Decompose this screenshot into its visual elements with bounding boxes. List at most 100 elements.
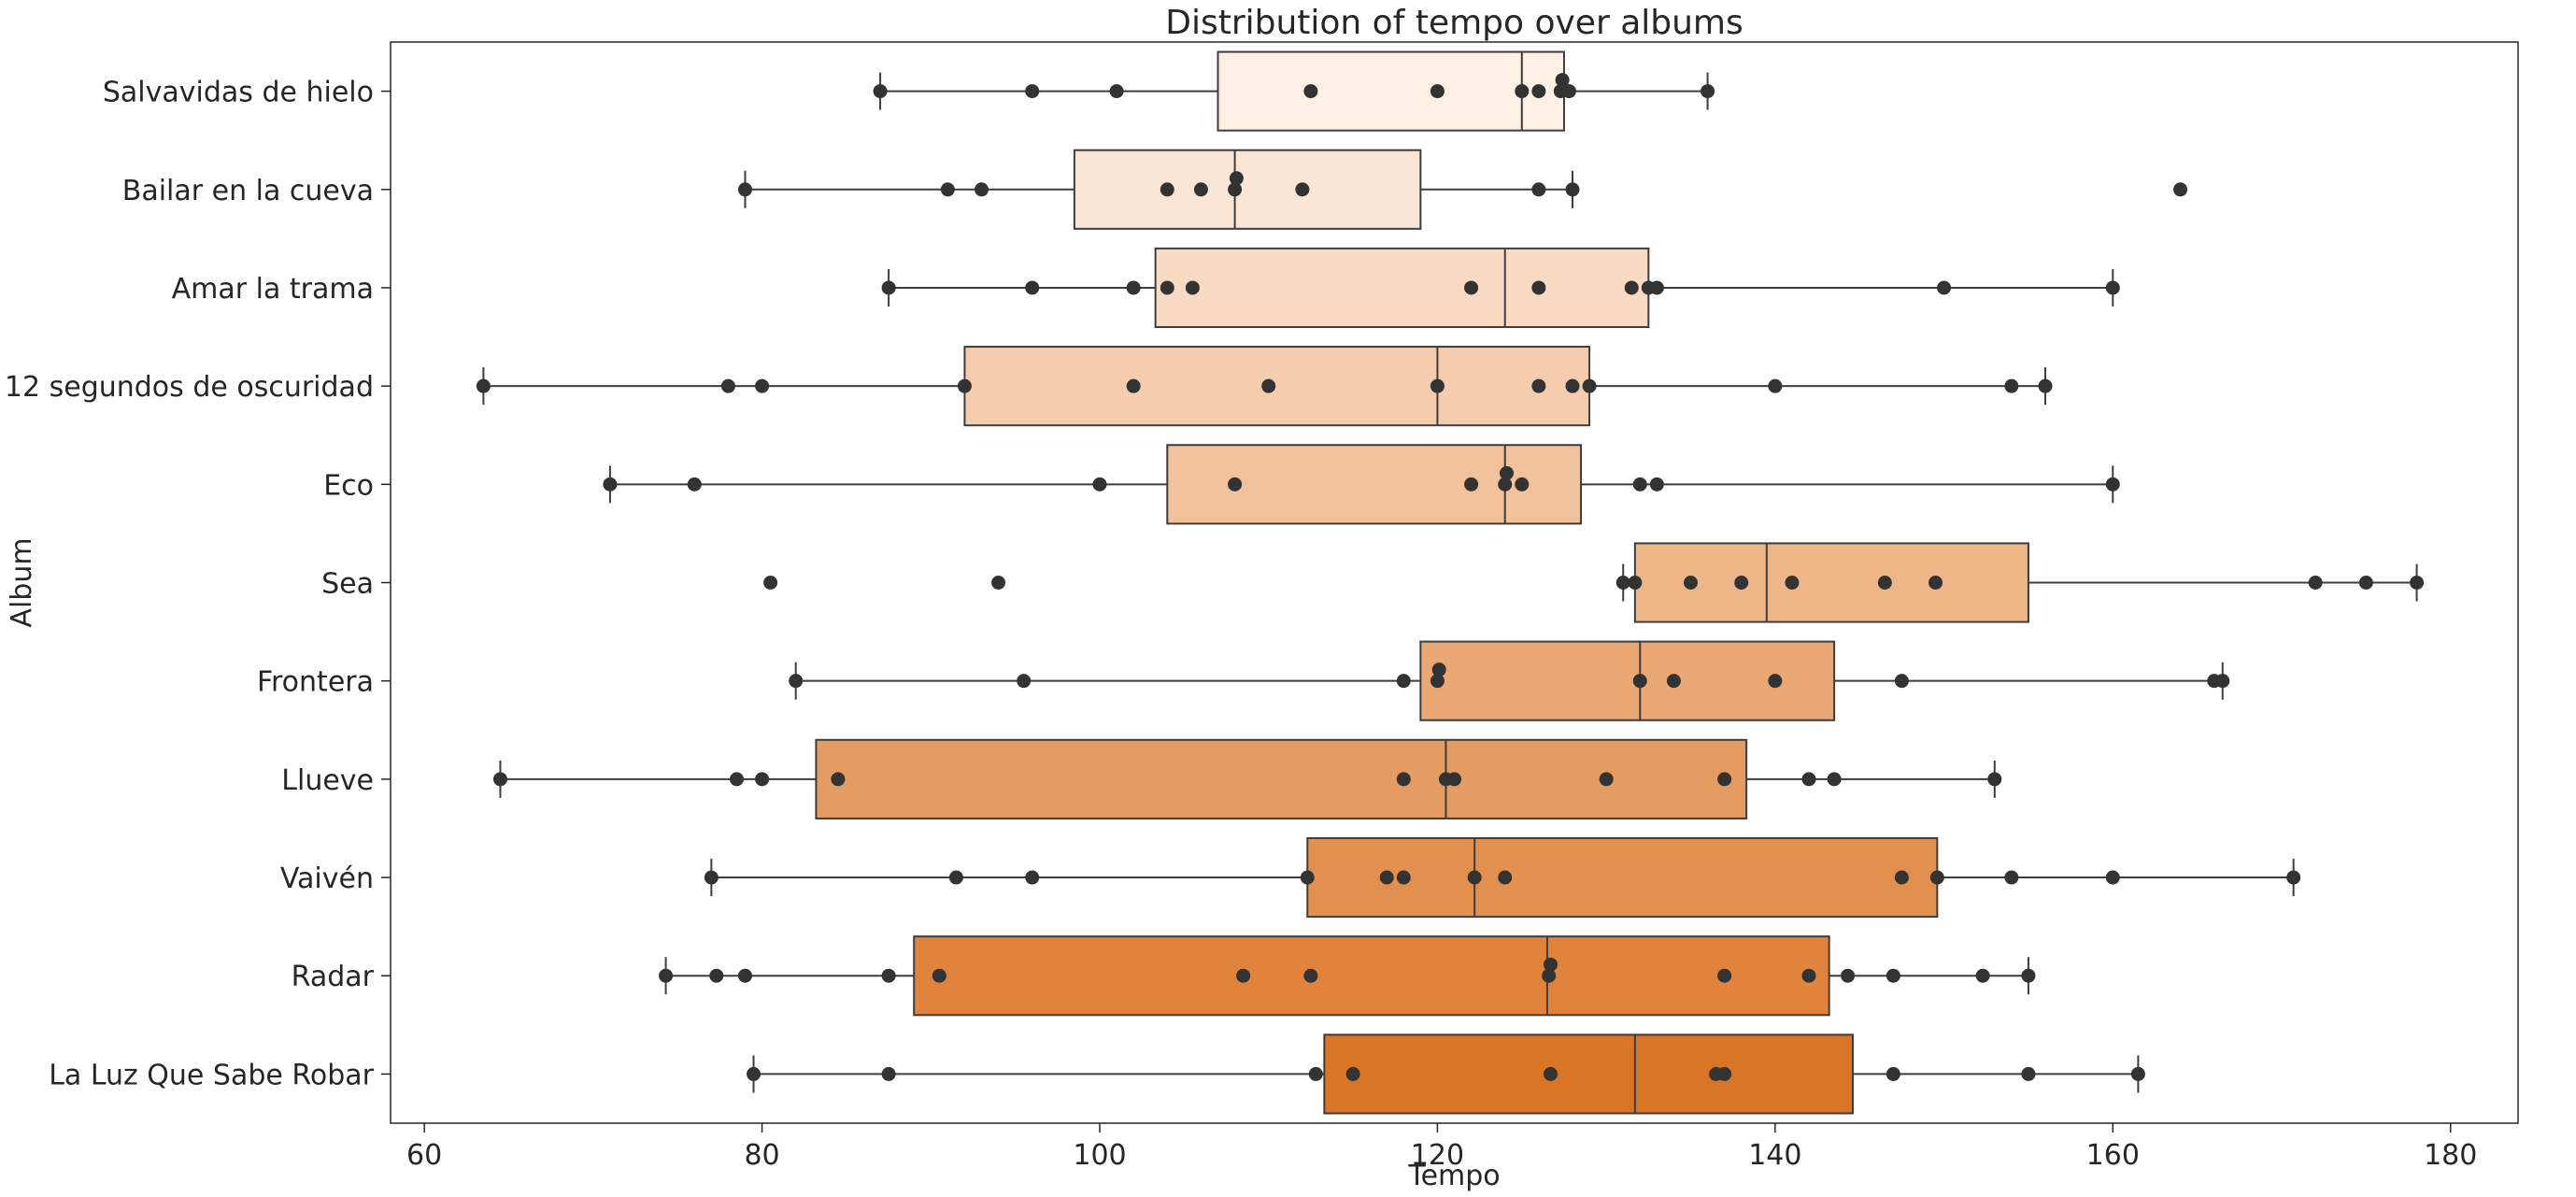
data-point — [1624, 280, 1639, 295]
data-point — [1236, 968, 1251, 983]
series-group — [704, 836, 2301, 919]
data-point — [1303, 84, 1318, 99]
data-point — [747, 1066, 761, 1081]
data-point — [1430, 378, 1445, 393]
data-point — [1544, 957, 1558, 972]
series-group — [763, 542, 2425, 623]
data-point — [2004, 378, 2019, 393]
x-tick-label: 140 — [1748, 1139, 1801, 1172]
data-point — [1300, 870, 1315, 885]
box — [1419, 640, 1836, 721]
data-point — [1295, 182, 1310, 197]
data-point — [1928, 576, 1943, 590]
data-point — [1126, 280, 1141, 295]
data-point — [1025, 280, 1040, 295]
data-point — [1599, 772, 1614, 787]
data-point — [1615, 576, 1630, 590]
data-point — [1768, 378, 1783, 393]
box — [913, 935, 1830, 1017]
data-point — [659, 968, 674, 983]
data-point — [1886, 1066, 1900, 1081]
data-point — [1531, 84, 1546, 99]
y-tick-label: Vaivén — [280, 862, 374, 895]
data-point — [1929, 870, 1944, 885]
data-point — [1500, 465, 1515, 480]
x-tick-label: 120 — [1411, 1139, 1464, 1172]
data-point — [2105, 477, 2120, 492]
y-axis-label: Album — [6, 537, 38, 627]
data-point — [1228, 182, 1243, 197]
data-point — [1025, 84, 1040, 99]
data-point — [729, 772, 744, 787]
data-point — [1345, 1066, 1360, 1081]
series-group — [873, 50, 1715, 132]
data-point — [1582, 378, 1597, 393]
data-point — [1632, 477, 1647, 492]
data-point — [704, 870, 719, 885]
data-point — [1498, 477, 1513, 492]
x-tick-label: 160 — [2086, 1139, 2140, 1172]
y-tick-label: Eco — [323, 469, 374, 502]
data-point — [1666, 674, 1681, 689]
data-point — [2286, 870, 2301, 885]
data-point — [1396, 674, 1411, 689]
data-point — [1092, 477, 1107, 492]
x-tick-label: 80 — [744, 1139, 779, 1172]
data-point — [881, 280, 896, 295]
data-point — [1987, 772, 2002, 787]
data-point — [2105, 870, 2120, 885]
data-point — [2173, 182, 2188, 197]
box — [1306, 836, 1939, 919]
box — [1217, 50, 1565, 132]
data-point — [1649, 280, 1664, 295]
data-point — [1228, 477, 1243, 492]
data-point — [603, 477, 618, 492]
data-point — [1531, 182, 1546, 197]
y-tick-label: Frontera — [257, 666, 374, 699]
data-point — [2130, 1066, 2145, 1081]
data-point — [2105, 280, 2120, 295]
y-tick-label: Amar la trama — [172, 273, 374, 306]
data-point — [948, 870, 963, 885]
data-point — [1261, 378, 1276, 393]
data-point — [1801, 968, 1816, 983]
data-point — [975, 182, 989, 197]
data-point — [991, 576, 1006, 590]
data-point — [492, 772, 507, 787]
data-point — [709, 968, 724, 983]
data-point — [1937, 280, 1952, 295]
data-point — [1542, 968, 1557, 983]
y-tick-label: Bailar en la cueva — [122, 175, 374, 207]
data-point — [1701, 84, 1715, 99]
data-point — [1430, 84, 1445, 99]
data-point — [1684, 576, 1698, 590]
data-point — [1193, 182, 1208, 197]
data-point — [1531, 280, 1546, 295]
data-point — [2038, 378, 2053, 393]
data-point — [1160, 182, 1174, 197]
data-point — [1649, 477, 1664, 492]
y-tick-label: Salvavidas de hielo — [103, 77, 374, 109]
data-point — [755, 772, 770, 787]
data-point — [1531, 378, 1546, 393]
chart-title: Distribution of tempo over albums — [1165, 4, 1743, 42]
data-point — [1396, 870, 1411, 885]
data-point — [1379, 870, 1394, 885]
data-point — [1877, 576, 1892, 590]
data-point — [738, 182, 752, 197]
series-group — [476, 346, 2053, 427]
data-point — [1025, 870, 1040, 885]
data-point — [1717, 772, 1732, 787]
box — [963, 346, 1591, 427]
data-point — [1827, 772, 1842, 787]
data-point — [1894, 674, 1909, 689]
data-point — [687, 477, 702, 492]
data-point — [873, 84, 888, 99]
data-point — [1498, 870, 1513, 885]
data-point — [1229, 171, 1244, 186]
data-point — [2410, 576, 2425, 590]
data-point — [1464, 477, 1479, 492]
data-point — [1561, 84, 1576, 99]
x-tick-label: 180 — [2424, 1139, 2477, 1172]
data-point — [1565, 378, 1580, 393]
